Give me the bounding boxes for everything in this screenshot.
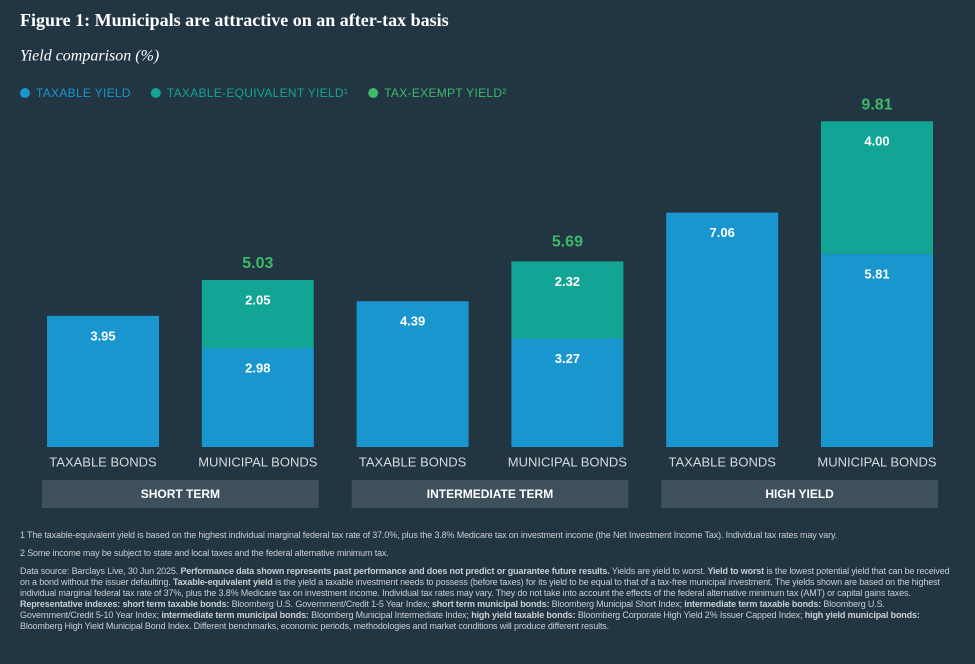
footnote-text: Bloomberg U.S. Government/Credit 5-10 Ye…	[20, 599, 885, 620]
value-label: 2.05	[245, 292, 270, 307]
bar-segment	[821, 254, 933, 447]
x-tick-label: TAXABLE BONDS	[668, 454, 776, 469]
value-label: 3.95	[90, 328, 115, 343]
footnote: 1 The taxable-equivalent yield is based …	[20, 530, 960, 541]
chart-subtitle: Yield comparison (%)	[20, 48, 159, 65]
value-label: 7.06	[710, 225, 735, 240]
legend-label: TAXABLE YIELD	[36, 86, 131, 100]
legend-swatch	[20, 88, 30, 98]
bar-segment	[821, 121, 933, 255]
legend-label: TAXABLE-EQUIVALENT YIELD¹	[167, 86, 348, 100]
x-tick-label: MUNICIPAL BONDS	[817, 454, 937, 469]
footnote-text: Yield to worst	[707, 566, 765, 576]
footnote-text: 1 The taxable-equivalent yield is based …	[20, 530, 838, 540]
total-label: 5.69	[552, 233, 583, 250]
value-label: 2.32	[555, 274, 580, 289]
x-tick-label: MUNICIPAL BONDS	[508, 454, 628, 469]
footnote-text: high yield municipal bonds:	[804, 610, 920, 620]
footnote-text: high yield taxable bonds:	[471, 610, 576, 620]
footnote-text: Representative indexes: short term taxab…	[20, 599, 230, 609]
footnote-text: Taxable-equivalent yield	[172, 577, 273, 587]
footnote-text: Bloomberg Municipal Intermediate Index;	[308, 610, 472, 620]
group-box	[42, 480, 319, 508]
footnote-text: Bloomberg High Yield Municipal Bond Inde…	[20, 621, 609, 631]
bar-segment	[201, 280, 314, 349]
bar-segment	[511, 261, 624, 339]
group-box	[661, 480, 938, 508]
legend-swatch	[150, 88, 161, 98]
total-label: 9.81	[861, 97, 892, 114]
footnote-text: Bloomberg Corporate High Yield 2% Issuer…	[575, 610, 805, 620]
footnote-text: Performance data shown represents past p…	[180, 566, 610, 576]
value-label: 3.27	[555, 351, 580, 366]
legend-label: TAX-EXEMPT YIELD²	[384, 86, 506, 100]
footnote-text: 2 Some income may be subject to state an…	[20, 548, 389, 558]
footnote-text: Bloomberg U.S. Government/Credit 1-5 Yea…	[229, 599, 432, 609]
footnote: Data source: Barclays Live, 30 Jun 2025.…	[20, 566, 960, 632]
x-tick-label: TAXABLE BONDS	[359, 454, 467, 469]
chart: Figure 1: Municipals are attractive on a…	[20, 10, 938, 508]
value-label: 4.39	[400, 314, 425, 329]
bar-segment	[666, 212, 779, 447]
footnote-text: intermediate term municipal bonds:	[161, 610, 309, 620]
footnote-text: Bloomberg Municipal Short Index;	[549, 599, 685, 609]
footnotes: 1 The taxable-equivalent yield is based …	[20, 530, 960, 632]
footnote: 2 Some income may be subject to state an…	[20, 548, 960, 559]
legend-swatch	[368, 88, 379, 98]
group-label: SHORT TERM	[141, 487, 220, 501]
chart-title: Figure 1: Municipals are attractive on a…	[20, 10, 449, 30]
group-box	[351, 480, 629, 508]
value-label: 5.81	[864, 267, 889, 282]
footnote-text: Data source: Barclays Live, 30 Jun 2025.	[20, 566, 181, 576]
footnote-text: is the lowest potential yield that can b…	[20, 566, 950, 587]
footnote-text: short term municipal bonds:	[431, 599, 550, 609]
group-label: INTERMEDIATE TERM	[427, 487, 553, 501]
footnote-text: intermediate term taxable bonds:	[684, 599, 822, 609]
bar-segment	[511, 338, 624, 447]
group-label: HIGH YIELD	[765, 487, 834, 501]
bar-segment	[356, 301, 469, 447]
x-tick-label: MUNICIPAL BONDS	[198, 454, 318, 469]
footnote-text: Yields are yield to worst.	[609, 566, 708, 576]
value-label: 2.98	[245, 361, 270, 376]
bar-segment	[201, 348, 314, 447]
bar-segment	[47, 315, 159, 447]
value-label: 4.00	[864, 134, 889, 149]
footnote-text: is the yield a taxable investment needs …	[20, 577, 940, 598]
x-tick-label: TAXABLE BONDS	[49, 454, 157, 469]
total-label: 5.03	[242, 255, 273, 272]
